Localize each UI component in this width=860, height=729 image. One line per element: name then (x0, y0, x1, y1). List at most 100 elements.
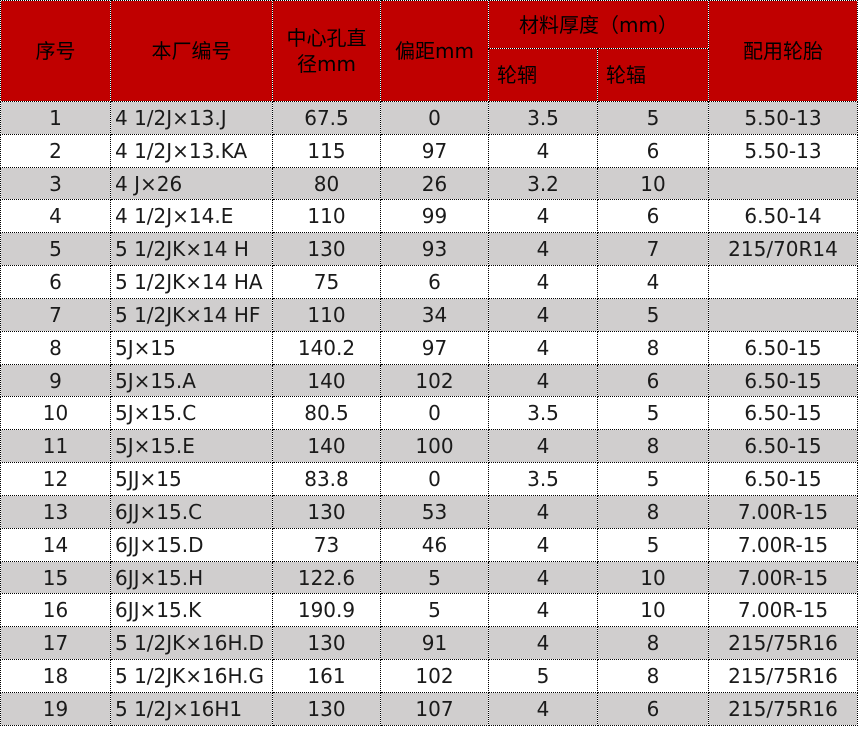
tire-cell: 7.00R-15 (708, 593, 858, 628)
header-row-top: 序号 本厂编号 中心孔直径mm 偏距mm 材料厚度（mm） 配用轮胎 (0, 0, 858, 102)
rim-thickness-cell: 4 (488, 691, 598, 726)
factory-no-cell: 6JJ×15.C (110, 494, 273, 529)
factory-no-cell: 4 1/2J×14.E (110, 199, 273, 234)
center-hole-cell: 115 (272, 133, 381, 168)
factory-no-cell: 5J×15.E (110, 429, 273, 464)
tire-cell: 215/75R16 (708, 626, 858, 661)
rim-thickness-cell: 5 (488, 659, 598, 693)
spoke-thickness-cell: 8 (597, 429, 709, 464)
center-hole-cell: 110 (272, 199, 381, 234)
center-hole-cell: 130 (272, 494, 381, 529)
tire-cell: 215/75R16 (708, 691, 858, 726)
serial-cell: 2 (0, 133, 111, 168)
spoke-thickness-cell: 6 (597, 691, 709, 726)
factory-no-cell: 5J×15.A (110, 363, 273, 398)
rim-thickness-cell: 3.5 (488, 396, 598, 431)
center-hole-cell: 130 (272, 691, 381, 726)
center-hole-cell: 140 (272, 363, 381, 398)
header-row-sub: 轮辋 轮辐 (1, 48, 858, 102)
rim-thickness-cell: 4 (488, 232, 598, 267)
offset-cell: 53 (380, 494, 489, 529)
factory-no-cell: 5 1/2JK×14 H (110, 232, 273, 267)
tire-cell (708, 166, 858, 201)
factory-no-cell: 4 1/2J×13.J (110, 101, 273, 135)
table-row: 8 5J×15 140.2 97 4 8 6.50-15 (0, 330, 858, 365)
spoke-thickness-cell: 10 (597, 593, 709, 628)
rim-thickness-cell: 4 (488, 527, 598, 562)
serial-cell: 12 (0, 462, 111, 496)
tire-cell (708, 265, 858, 299)
spoke-thickness-cell: 8 (597, 494, 709, 529)
center-hole-cell: 130 (272, 232, 381, 267)
rim-thickness-cell: 4 (488, 560, 598, 595)
tire-cell: 7.00R-15 (708, 494, 858, 529)
center-hole-cell: 122.6 (272, 560, 381, 595)
table-row: 15 6JJ×15.H 122.6 5 4 10 7.00R-15 (0, 560, 858, 595)
serial-cell: 10 (0, 396, 111, 431)
rim-thickness-cell: 4 (488, 593, 598, 628)
table-row: 19 5 1/2J×16H1 130 107 4 6 215/75R16 (0, 691, 858, 726)
serial-cell: 8 (0, 330, 111, 365)
offset-cell: 0 (380, 101, 489, 135)
col-header-serial: 序号 (0, 0, 111, 102)
tire-cell: 6.50-15 (708, 396, 858, 431)
tire-cell: 215/70R14 (708, 232, 858, 267)
offset-cell: 5 (380, 560, 489, 595)
serial-cell: 1 (0, 101, 111, 135)
spoke-thickness-cell: 8 (597, 330, 709, 365)
spoke-thickness-cell: 7 (597, 232, 709, 267)
tire-cell: 7.00R-15 (708, 527, 858, 562)
rim-thickness-cell: 4 (488, 330, 598, 365)
rim-thickness-cell: 3.5 (488, 101, 598, 135)
factory-no-cell: 5J×15.C (110, 396, 273, 431)
center-hole-cell: 110 (272, 297, 381, 332)
spoke-thickness-cell: 5 (597, 396, 709, 431)
center-hole-cell: 73 (272, 527, 381, 562)
table-row: 13 6JJ×15.C 130 53 4 8 7.00R-15 (0, 494, 858, 529)
factory-no-cell: 4 J×26 (110, 166, 273, 201)
tire-cell: 7.00R-15 (708, 560, 858, 595)
spoke-thickness-cell: 5 (597, 297, 709, 332)
spoke-thickness-cell: 5 (597, 462, 709, 496)
rim-thickness-cell: 4 (488, 363, 598, 398)
tire-cell: 6.50-15 (708, 363, 858, 398)
rim-thickness-cell: 4 (488, 133, 598, 168)
offset-cell: 5 (380, 593, 489, 628)
col-header-offset: 偏距mm (380, 0, 489, 102)
spoke-thickness-cell: 4 (597, 265, 709, 299)
serial-cell: 7 (0, 297, 111, 332)
tire-cell: 5.50-13 (708, 133, 858, 168)
spoke-thickness-cell: 6 (597, 363, 709, 398)
col-header-spoke: 轮辐 (597, 48, 709, 102)
spoke-thickness-cell: 5 (597, 527, 709, 562)
offset-cell: 102 (380, 363, 489, 398)
table-row: 18 5 1/2JK×16H.G 161 102 5 8 215/75R16 (0, 659, 858, 693)
factory-no-cell: 4 1/2J×13.KA (110, 133, 273, 168)
tire-cell: 6.50-14 (708, 199, 858, 234)
offset-cell: 97 (380, 133, 489, 168)
table-row: 10 5J×15.C 80.5 0 3.5 5 6.50-15 (0, 396, 858, 431)
table-row: 12 5JJ×15 83.8 0 3.5 5 6.50-15 (0, 462, 858, 496)
center-hole-cell: 140 (272, 429, 381, 464)
serial-cell: 17 (0, 626, 111, 661)
rim-thickness-cell: 4 (488, 265, 598, 299)
offset-cell: 97 (380, 330, 489, 365)
spoke-thickness-cell: 5 (597, 101, 709, 135)
col-header-center-hole-diameter: 中心孔直径mm (272, 0, 381, 102)
table-row: 14 6JJ×15.D 73 46 4 5 7.00R-15 (0, 527, 858, 562)
spoke-thickness-cell: 10 (597, 560, 709, 595)
rim-thickness-cell: 4 (488, 199, 598, 234)
col-header-factory-no: 本厂编号 (110, 0, 273, 102)
factory-no-cell: 5 1/2JK×14 HF (110, 297, 273, 332)
center-hole-cell: 83.8 (272, 462, 381, 496)
factory-no-cell: 5JJ×15 (110, 462, 273, 496)
factory-no-cell: 5J×15 (110, 330, 273, 365)
factory-no-cell: 5 1/2JK×16H.G (110, 659, 273, 693)
center-hole-cell: 67.5 (272, 101, 381, 135)
